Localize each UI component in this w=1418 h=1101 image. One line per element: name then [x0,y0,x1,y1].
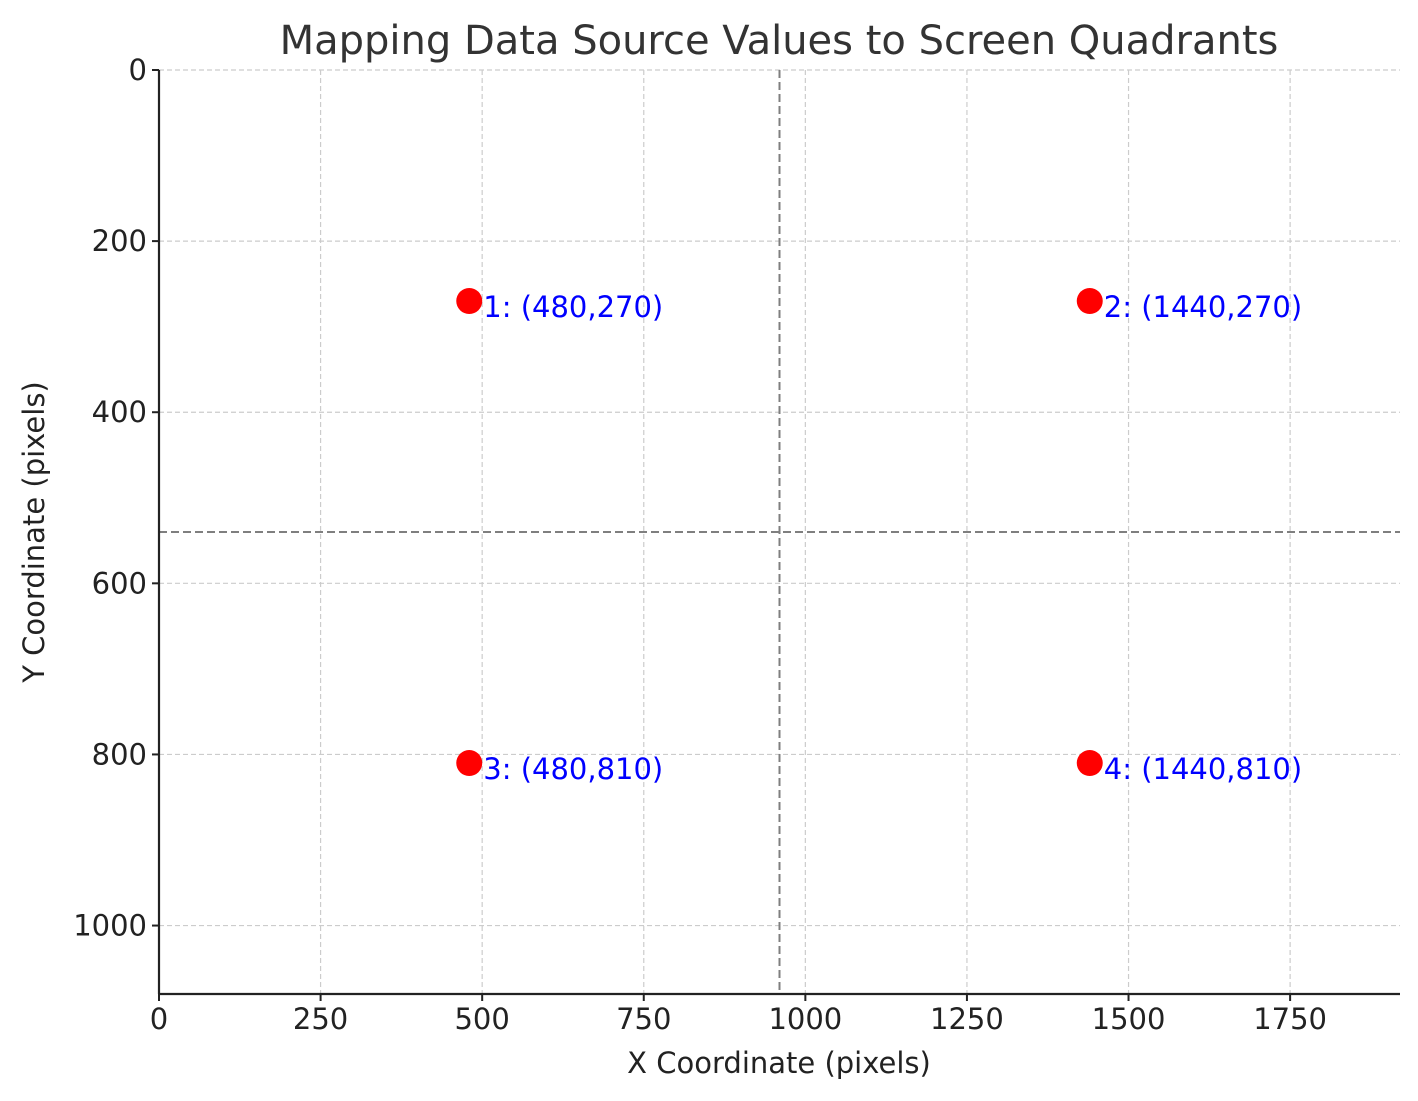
y-tick-label: 200 [92,224,147,258]
x-tick-label: 500 [454,1002,509,1036]
x-tick-label: 1500 [1092,1002,1166,1036]
chart-title: Mapping Data Source Values to Screen Qua… [280,18,1279,64]
y-tick-label: 0 [129,53,147,87]
x-tick-label: 1250 [930,1002,1004,1036]
x-tick-label: 1750 [1253,1002,1327,1036]
data-points: 1: (480,270) 2: (1440,270) 3: (480,810) 4: … [456,288,1302,786]
point-label: 2: (1440,270) [1104,290,1302,324]
data-point [1076,288,1103,314]
y-axis-label: Y Coordinate (pixels) [17,381,51,684]
x-tick-label: 250 [293,1002,348,1036]
quadrant-dividers [159,70,1400,994]
y-tick-label: 600 [92,566,147,600]
data-point [1076,750,1103,776]
data-point [456,750,483,776]
axes: 0 250 500 750 1000 1250 1500 1750 0 200 400 600 800 1… [73,53,1400,1036]
x-axis-label: X Coordinate (pixels) [627,1046,931,1080]
x-tick-label: 0 [150,1002,168,1036]
x-tick-label: 1000 [768,1002,842,1036]
y-tick-label: 400 [92,395,147,429]
x-tick-label: 750 [616,1002,671,1036]
point-label: 4: (1440,810) [1104,752,1302,786]
y-tick-label: 800 [92,737,147,771]
point-label: 3: (480,810) [483,752,663,786]
point-label: 1: (480,270) [483,290,663,324]
data-point [456,288,483,314]
y-tick-label: 1000 [73,909,147,943]
